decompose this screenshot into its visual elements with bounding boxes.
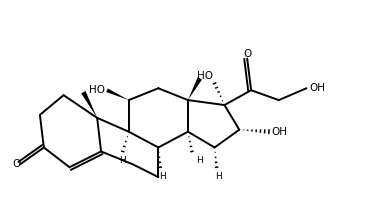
Text: HO: HO <box>89 85 105 95</box>
Polygon shape <box>106 88 129 100</box>
Text: O: O <box>243 49 251 59</box>
Text: H: H <box>215 172 222 181</box>
Text: OH: OH <box>309 83 325 93</box>
Polygon shape <box>81 91 97 118</box>
Text: HO: HO <box>196 71 213 81</box>
Text: H: H <box>159 172 166 181</box>
Text: H: H <box>196 156 203 165</box>
Text: OH: OH <box>271 127 287 137</box>
Text: O: O <box>12 159 20 169</box>
Text: H: H <box>120 156 126 165</box>
Polygon shape <box>188 77 202 100</box>
